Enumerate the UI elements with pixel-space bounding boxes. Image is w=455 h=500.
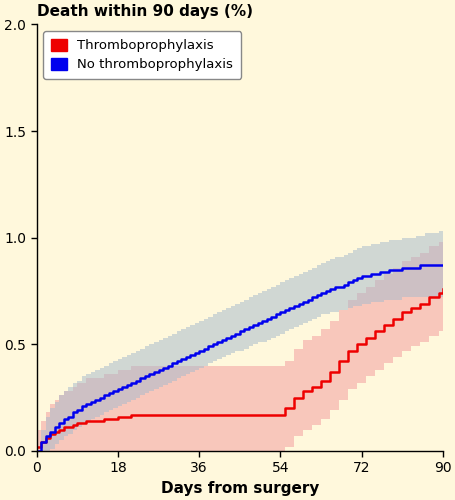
X-axis label: Days from surgery: Days from surgery <box>160 481 318 496</box>
Text: Death within 90 days (%): Death within 90 days (%) <box>36 4 252 19</box>
Legend: Thromboprophylaxis, No thromboprophylaxis: Thromboprophylaxis, No thromboprophylaxi… <box>43 31 241 79</box>
